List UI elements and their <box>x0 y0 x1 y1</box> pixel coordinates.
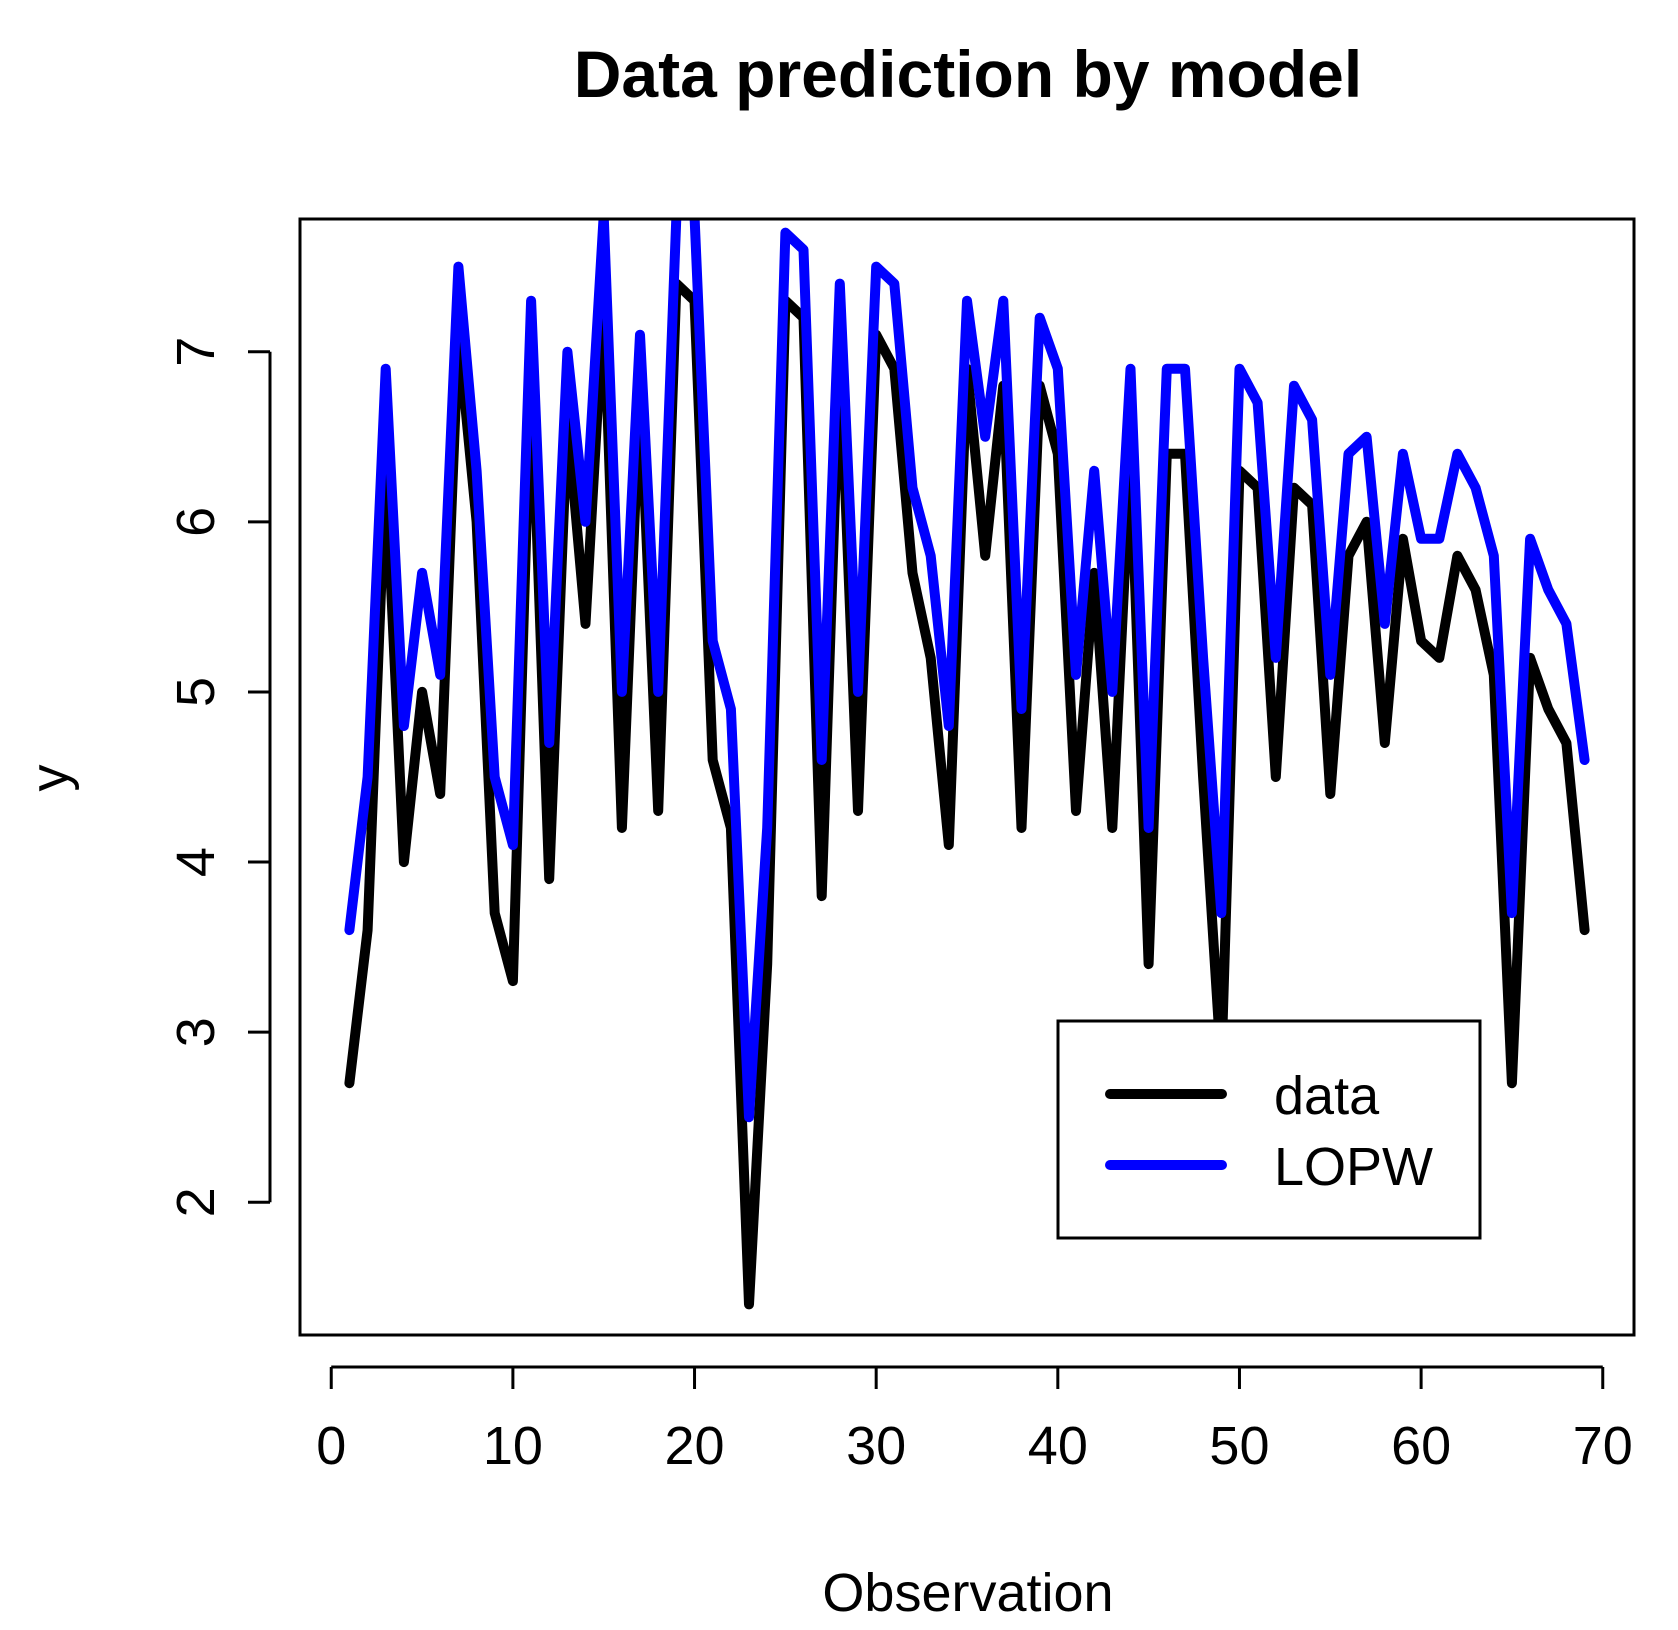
y-tick-label: 2 <box>166 1187 226 1217</box>
x-tick-label: 50 <box>1209 1416 1269 1476</box>
x-tick-label: 70 <box>1573 1416 1633 1476</box>
plot-area <box>298 217 1636 1337</box>
y-tick-label: 5 <box>166 677 226 707</box>
x-tick-label: 0 <box>316 1416 346 1476</box>
series-layer <box>344 219 1590 1310</box>
x-axis-label: Observation <box>822 1563 1113 1623</box>
x-tick-label: 20 <box>664 1416 724 1476</box>
y-tick-label: 7 <box>166 337 226 367</box>
legend: data LOPW <box>1056 1019 1482 1240</box>
legend-label-lopw: LOPW <box>1274 1137 1433 1197</box>
x-tick-label: 30 <box>846 1416 906 1476</box>
x-tick-label: 40 <box>1028 1416 1088 1476</box>
legend-label-data: data <box>1274 1066 1380 1126</box>
y-tick-label: 4 <box>166 847 226 877</box>
y-tick-label: 3 <box>166 1017 226 1047</box>
series-line-lopw <box>344 219 1590 1123</box>
y-axis-label: y <box>20 765 80 792</box>
y-axis: 2 3 4 5 6 7 <box>166 337 272 1217</box>
plot-border <box>298 217 1636 1337</box>
x-axis: 0 10 20 30 40 50 60 70 <box>316 1365 1633 1476</box>
x-tick-label: 10 <box>483 1416 543 1476</box>
x-tick-label: 60 <box>1391 1416 1451 1476</box>
chart-title: Data prediction by model <box>574 37 1362 111</box>
legend-box <box>1056 1019 1482 1240</box>
y-tick-label: 6 <box>166 507 226 537</box>
